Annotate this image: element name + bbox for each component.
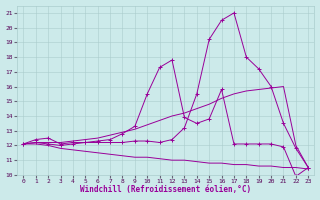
X-axis label: Windchill (Refroidissement éolien,°C): Windchill (Refroidissement éolien,°C) [80,185,252,194]
